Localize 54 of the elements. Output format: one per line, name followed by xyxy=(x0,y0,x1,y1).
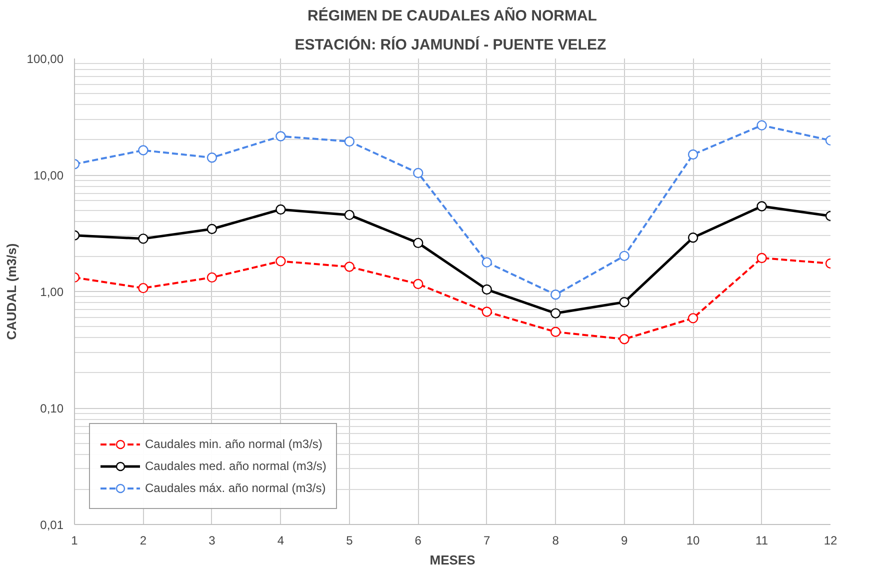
legend-label: Caudales min. año normal (m3/s) xyxy=(145,437,322,451)
x-tick-label: 12 xyxy=(824,534,838,548)
x-tick-label: 9 xyxy=(620,534,628,548)
point xyxy=(756,252,767,264)
legend-label: Caudales máx. año normal (m3/s) xyxy=(145,481,326,495)
point xyxy=(413,278,424,290)
point xyxy=(756,201,767,212)
point xyxy=(550,326,561,337)
x-axis-title: MESES xyxy=(430,552,476,568)
x-tick-label: 6 xyxy=(414,534,422,548)
x-tick-label: 10 xyxy=(686,534,700,548)
chart-title: RÉGIMEN DE CAUDALES AÑO NORMAL xyxy=(308,6,597,24)
y-tick-label: 0,01 xyxy=(40,518,64,532)
point xyxy=(138,145,148,156)
point xyxy=(482,257,492,268)
point xyxy=(688,232,698,243)
point xyxy=(413,168,424,178)
legend-label: Caudales med. año normal (m3/s) xyxy=(145,459,326,473)
point xyxy=(482,306,492,317)
x-tick-label: 11 xyxy=(756,534,768,548)
x-tick-label: 2 xyxy=(140,534,147,548)
y-tick-label: 100,00 xyxy=(26,52,64,66)
point xyxy=(276,131,286,142)
point xyxy=(206,272,218,283)
point xyxy=(344,210,355,220)
point xyxy=(344,136,355,147)
point xyxy=(276,256,286,266)
point xyxy=(550,290,561,300)
y-tick-label: 10,00 xyxy=(33,168,64,182)
point xyxy=(206,224,218,234)
y-tick-label: 1,00 xyxy=(40,285,64,299)
x-tick-label: 7 xyxy=(484,534,491,548)
point xyxy=(619,297,630,308)
point xyxy=(688,313,698,324)
point xyxy=(688,149,698,160)
x-tick-label: 8 xyxy=(552,534,560,548)
y-tick-label: 0,10 xyxy=(40,402,64,416)
point xyxy=(550,308,561,318)
point xyxy=(138,282,148,294)
point xyxy=(206,152,218,163)
x-tick-label: 1 xyxy=(71,534,78,548)
point xyxy=(276,204,286,215)
point xyxy=(138,234,148,244)
point xyxy=(482,284,492,295)
point xyxy=(344,262,355,272)
x-tick-label: 4 xyxy=(277,534,284,548)
x-tick-label: 3 xyxy=(208,534,216,548)
chart-subtitle: ESTACIÓN: RÍO JAMUNDÍ - PUENTE VELEZ xyxy=(294,36,606,54)
point xyxy=(619,334,630,344)
point xyxy=(619,250,630,262)
y-axis-title: CAUDAL (m3/s) xyxy=(4,243,19,340)
x-tick-label: 5 xyxy=(346,534,354,548)
point xyxy=(756,120,767,130)
point xyxy=(413,238,424,248)
